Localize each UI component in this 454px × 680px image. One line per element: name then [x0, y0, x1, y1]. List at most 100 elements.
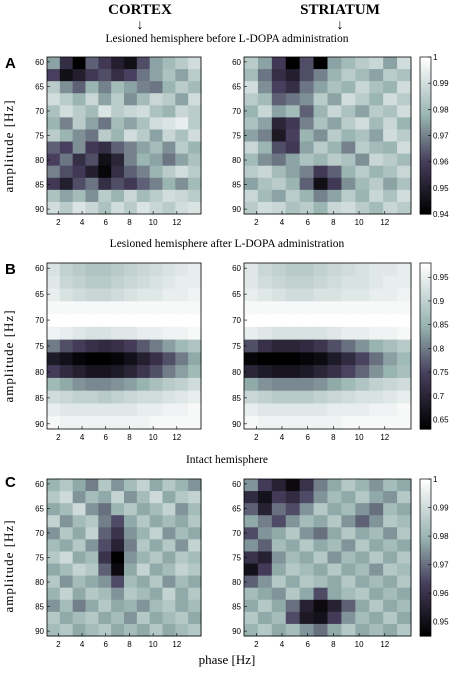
heatmap-cell — [149, 57, 164, 70]
x-tick-label: 2 — [56, 218, 61, 227]
heatmap-cell — [327, 503, 343, 516]
heatmap-cell — [149, 527, 164, 540]
heatmap-cell — [136, 539, 151, 553]
heatmap-cell — [149, 81, 164, 94]
heatmap-cell — [397, 611, 412, 625]
heatmap-cell — [162, 377, 176, 392]
heatmap-cell — [59, 189, 74, 203]
colorbar-step — [420, 409, 431, 413]
heatmap-cell — [98, 611, 112, 625]
heatmap-cell — [313, 352, 329, 366]
heatmap-cell — [271, 165, 287, 179]
x-tick-label: 4 — [80, 433, 85, 442]
heatmap-cell — [162, 479, 176, 492]
heatmap-cell — [72, 515, 87, 528]
heatmap-cell — [175, 153, 189, 167]
heatmap-cell — [124, 141, 138, 155]
heatmap-cell — [59, 141, 74, 155]
heatmap-cell — [341, 491, 356, 504]
heatmap-cell — [244, 81, 259, 94]
colorbar-step — [420, 620, 431, 624]
heatmap-cell — [85, 129, 99, 143]
colorbar-step — [420, 206, 431, 210]
heatmap-cell — [85, 93, 99, 106]
colorbar-step — [420, 354, 431, 358]
heatmap-cell — [383, 81, 398, 94]
colorbar-step — [420, 156, 431, 160]
heatmap-cell — [175, 275, 189, 290]
y-tick-label: 65 — [232, 290, 241, 299]
colorbar-step — [420, 337, 431, 342]
colorbar-step — [420, 117, 431, 121]
heatmap-cell — [136, 403, 151, 417]
colorbar-step — [420, 346, 431, 350]
heatmap-cell — [162, 201, 176, 215]
heatmap-cell — [341, 515, 356, 528]
heatmap-cell — [313, 623, 329, 637]
heatmap-cell — [397, 69, 412, 82]
heatmap-cell — [383, 403, 398, 417]
heatmap-cell — [369, 515, 384, 528]
colorbar-step — [420, 310, 431, 314]
heatmap-cell — [257, 326, 273, 341]
heatmap-cell — [162, 623, 176, 637]
heatmap-cell — [341, 587, 356, 601]
heatmap-cell — [369, 93, 384, 106]
heatmap-cell — [244, 479, 259, 492]
x-tick-label: 4 — [280, 640, 285, 649]
heatmap-cell — [136, 301, 151, 315]
colorbar-tick-label: 0.94 — [433, 210, 449, 219]
colorbar-step — [420, 151, 431, 155]
heatmap-cell — [162, 177, 176, 191]
heatmap-cell — [47, 117, 61, 131]
heatmap-cell — [299, 93, 315, 106]
heatmap-cell — [59, 611, 74, 625]
heatmap-cell — [59, 69, 74, 82]
heatmap-cell — [136, 515, 151, 528]
heatmap-cell — [285, 117, 301, 131]
heatmap-cell — [124, 117, 138, 131]
heatmap-cell — [299, 503, 315, 516]
heatmap-cell — [257, 527, 273, 540]
heatmap-cell — [149, 326, 164, 341]
heatmap-cell — [111, 105, 125, 118]
x-tick-label: 8 — [331, 433, 336, 442]
colorbar-step — [420, 307, 431, 311]
colorbar-step — [420, 148, 431, 152]
y-tick-label: 60 — [232, 58, 241, 67]
heatmap-cell — [383, 165, 398, 179]
heatmap-cell — [72, 314, 87, 328]
heatmap-cell — [136, 141, 151, 155]
x-tick-label: 8 — [127, 640, 132, 649]
heatmap-cell — [98, 275, 112, 290]
heatmap-cell — [299, 416, 315, 430]
heatmap-cell — [149, 339, 164, 353]
heatmap-cell — [98, 189, 112, 203]
heatmap-cell — [355, 177, 370, 191]
heatmap-cell — [47, 563, 61, 577]
heatmap-cell — [47, 479, 61, 492]
colorbar-step — [420, 549, 431, 553]
heatmap-cell — [85, 416, 99, 430]
heatmap-cell — [369, 141, 384, 155]
heatmap-cell — [124, 527, 138, 540]
heatmap-cell — [47, 81, 61, 94]
heatmap-cell — [299, 563, 315, 577]
heatmap-cell — [271, 189, 287, 203]
heatmap-cell — [327, 527, 343, 540]
heatmap-cell — [341, 503, 356, 516]
heatmap-cell — [111, 117, 125, 131]
colorbar-tick-label: 0.97 — [433, 561, 449, 570]
heatmap-cell — [341, 352, 356, 366]
heatmap-cell — [383, 527, 398, 540]
heatmap-cell — [285, 339, 301, 353]
heatmap-cell — [341, 539, 356, 553]
x-tick-label: 8 — [127, 218, 132, 227]
heatmap-cell — [59, 575, 74, 589]
heatmap-cell — [188, 503, 202, 516]
down-arrow-icon: ↓ — [336, 18, 344, 33]
colorbar-step — [420, 630, 431, 634]
heatmap-cell — [111, 551, 125, 565]
heatmap-cell — [72, 416, 87, 430]
colorbar-step — [420, 622, 431, 627]
